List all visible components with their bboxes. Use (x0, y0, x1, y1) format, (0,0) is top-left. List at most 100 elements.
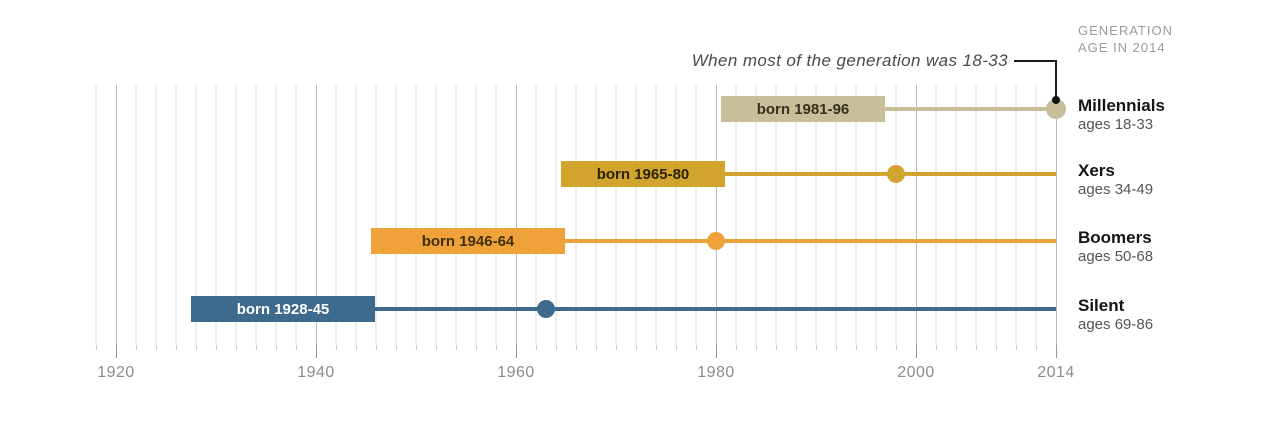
annotation-callout-vertical-line (1055, 60, 1057, 98)
axis-tick-minor (236, 345, 237, 350)
born-label-box: born 1965-80 (561, 161, 725, 187)
axis-tick-minor (256, 345, 257, 350)
axis-tick-minor (616, 345, 617, 350)
axis-tick-major (116, 345, 117, 358)
legend-header-line2: AGE IN 2014 (1078, 40, 1166, 55)
axis-tick-major (1056, 345, 1057, 358)
gridline-minor (175, 85, 177, 345)
gridline-minor (995, 85, 997, 345)
age-18-33-marker-dot (887, 165, 905, 183)
axis-tick-major (916, 345, 917, 358)
timeline-line (885, 107, 1056, 111)
annotation-callout-dot (1052, 96, 1060, 104)
axis-tick-label: 2000 (897, 364, 935, 381)
axis-tick-minor (136, 345, 137, 350)
axis-tick-minor (436, 345, 437, 350)
generation-name-label: Millennials (1078, 96, 1165, 115)
axis-tick-minor (1036, 345, 1037, 350)
legend-header-line1: GENERATION (1078, 23, 1173, 38)
gridline-minor (195, 85, 197, 345)
gridline-minor (795, 85, 797, 345)
axis-tick-minor (776, 345, 777, 350)
gridline-major (316, 85, 317, 345)
axis-tick-minor (956, 345, 957, 350)
timeline-line (375, 307, 1056, 311)
generation-ages-label: ages 50-68 (1078, 248, 1154, 265)
legend-header: GENERATION AGE IN 2014 (1078, 22, 1173, 56)
axis-tick-minor (276, 345, 277, 350)
gridline-minor (235, 85, 237, 345)
axis-tick-minor (836, 345, 837, 350)
gridline-minor (875, 85, 877, 345)
born-label-box: born 1928-45 (191, 296, 375, 322)
axis-tick-label: 1980 (697, 364, 735, 381)
axis-tick-minor (296, 345, 297, 350)
gridline-minor (95, 85, 97, 345)
axis-tick-minor (696, 345, 697, 350)
gridline-minor (1015, 85, 1017, 345)
gridline-minor (555, 85, 557, 345)
axis-tick-minor (396, 345, 397, 350)
axis-tick-minor (1016, 345, 1017, 350)
axis-tick-label: 1920 (97, 364, 135, 381)
gridline-minor (435, 85, 437, 345)
gridline-minor (815, 85, 817, 345)
axis-tick-major (516, 345, 517, 358)
axis-tick-minor (636, 345, 637, 350)
gridline-minor (395, 85, 397, 345)
gridline-minor (835, 85, 837, 345)
gridline-minor (755, 85, 757, 345)
gridline-minor (475, 85, 477, 345)
generation-ages-label: ages 34-49 (1078, 181, 1154, 198)
timeline-line (565, 239, 1056, 243)
gridline-minor (135, 85, 137, 345)
gridline-major (516, 85, 517, 345)
gridline-major (116, 85, 117, 345)
axis-tick-minor (536, 345, 537, 350)
annotation-text: When most of the generation was 18-33 (691, 51, 1008, 70)
gridline-minor (895, 85, 897, 345)
gridline-minor (975, 85, 977, 345)
axis-tick-major (716, 345, 717, 358)
gridline-minor (155, 85, 157, 345)
gridline-minor (355, 85, 357, 345)
gridline-minor (675, 85, 677, 345)
axis-tick-label: 2014 (1037, 364, 1075, 381)
axis-tick-minor (796, 345, 797, 350)
axis-tick-minor (596, 345, 597, 350)
axis-tick-minor (876, 345, 877, 350)
axis-tick-minor (856, 345, 857, 350)
axis-tick-minor (496, 345, 497, 350)
generation-ages-label: ages 18-33 (1078, 116, 1154, 133)
axis-tick-minor (216, 345, 217, 350)
gridline-minor (535, 85, 537, 345)
axis-tick-minor (936, 345, 937, 350)
axis-tick-minor (196, 345, 197, 350)
axis-tick-minor (556, 345, 557, 350)
gridline-minor (455, 85, 457, 345)
axis-tick-minor (976, 345, 977, 350)
axis-tick-minor (416, 345, 417, 350)
born-label-box: born 1946-64 (371, 228, 565, 254)
gridline-minor (335, 85, 337, 345)
axis-tick-minor (376, 345, 377, 350)
axis-tick-minor (576, 345, 577, 350)
gridline-minor (655, 85, 657, 345)
gridline-major (916, 85, 917, 345)
annotation-callout-horizontal-line (1014, 60, 1057, 62)
axis-tick-minor (896, 345, 897, 350)
generation-name-label: Silent (1078, 296, 1125, 315)
axis-tick-minor (356, 345, 357, 350)
gridline-minor (215, 85, 217, 345)
axis-tick-minor (756, 345, 757, 350)
axis-tick-minor (996, 345, 997, 350)
born-label-box: born 1981-96 (721, 96, 885, 122)
age-18-33-marker-dot (1046, 99, 1066, 119)
axis-tick-minor (656, 345, 657, 350)
gridline-minor (375, 85, 377, 345)
gridline-minor (955, 85, 957, 345)
axis-tick-label: 1960 (497, 364, 535, 381)
gridline-major (1056, 85, 1057, 345)
gridline-minor (495, 85, 497, 345)
